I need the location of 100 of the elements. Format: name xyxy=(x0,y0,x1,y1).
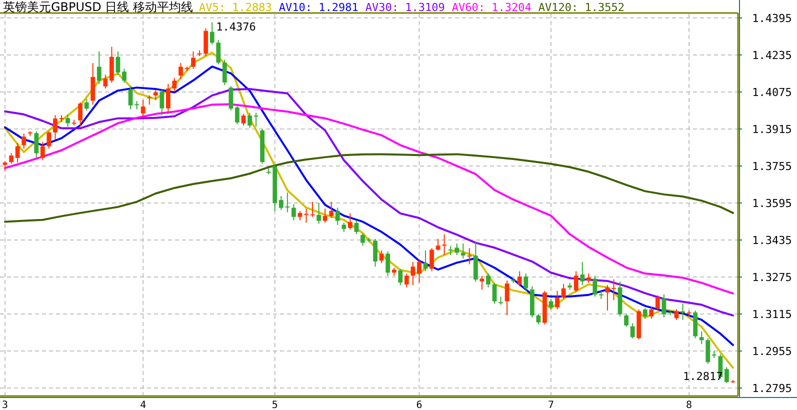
candlestick xyxy=(222,59,227,86)
candlestick xyxy=(348,212,352,230)
y-tick-label: 1.4075 xyxy=(752,86,792,99)
candlestick xyxy=(379,250,384,264)
candlestick xyxy=(66,114,70,128)
candlestick xyxy=(642,308,648,320)
candlestick xyxy=(134,100,140,110)
candlestick xyxy=(342,222,346,232)
y-tick-label: 1.3275 xyxy=(752,271,792,284)
text: AV5: 1.2883 xyxy=(199,1,272,14)
x-tick-label: 5 xyxy=(272,400,278,410)
x-tick-label: 8 xyxy=(686,400,692,410)
candlestick xyxy=(561,283,566,300)
y-tick-label: 1.4395 xyxy=(752,12,792,25)
candlestick xyxy=(410,261,416,286)
candlestick xyxy=(128,86,133,110)
candlestick xyxy=(46,130,52,150)
candlestick xyxy=(96,50,102,84)
line-series xyxy=(4,153,734,223)
candlestick xyxy=(699,330,704,345)
candlestick xyxy=(655,295,660,312)
candlestick xyxy=(724,366,729,384)
annotation: 1.4376 xyxy=(216,20,256,34)
candlestick xyxy=(624,314,628,328)
candlestick xyxy=(84,98,89,111)
y-tick-label: 1.3755 xyxy=(752,160,792,173)
candlestick xyxy=(536,314,541,325)
candlestick xyxy=(248,112,252,128)
annotation: 1.2817 xyxy=(682,370,723,383)
candlestick xyxy=(166,83,170,114)
candlestick xyxy=(612,278,616,301)
y-tick-label: 1.2955 xyxy=(752,345,792,358)
y-tick-label: 1.3915 xyxy=(752,122,792,136)
candlestick xyxy=(110,46,114,84)
candlestick xyxy=(442,234,447,256)
candlestick xyxy=(22,133,26,150)
candlestick xyxy=(235,104,240,125)
candlestick xyxy=(140,100,146,118)
candlestick xyxy=(373,238,378,268)
candlestick xyxy=(90,62,96,106)
text: AV10: 1.2981 xyxy=(278,1,358,14)
candlestick xyxy=(467,248,472,265)
candlestick xyxy=(498,296,503,306)
text: AV60: 1.3204 xyxy=(452,1,532,14)
candlestick xyxy=(116,50,120,76)
y-tick-label: 1.3595 xyxy=(752,196,792,210)
candlestick xyxy=(329,201,334,219)
candlestick xyxy=(504,280,510,316)
candlestick xyxy=(216,39,221,65)
candlestick xyxy=(480,275,484,290)
candlestick xyxy=(316,202,321,224)
candlestick xyxy=(417,259,422,284)
chart-title: 英镑美元GBPUSD 日线 移动平均线 xyxy=(3,0,194,14)
candlestick xyxy=(40,141,45,161)
candlestick xyxy=(322,208,328,224)
x-tick-label: 6 xyxy=(416,400,422,410)
candlestick xyxy=(517,270,522,287)
candlestick xyxy=(649,306,654,320)
candlestick xyxy=(147,94,152,106)
candlestick xyxy=(486,273,490,288)
candlestick xyxy=(160,89,164,116)
candlestick xyxy=(172,78,177,92)
candlestick xyxy=(548,298,554,310)
candlestick xyxy=(386,251,390,276)
candlestick xyxy=(241,113,246,126)
line-series xyxy=(4,103,734,294)
candlestick xyxy=(9,152,14,164)
candlestick xyxy=(298,210,302,221)
candlestick xyxy=(210,22,214,46)
candlestick xyxy=(592,275,598,298)
candlestick xyxy=(586,273,591,284)
candlestick xyxy=(2,160,8,172)
candlestick xyxy=(228,86,234,111)
candlestick xyxy=(53,114,58,140)
candlestick xyxy=(304,208,308,224)
x-tick-label: 7 xyxy=(548,400,554,410)
candlestick xyxy=(122,68,126,84)
line-series xyxy=(4,88,734,316)
candlestick xyxy=(630,322,635,339)
candlestick xyxy=(706,338,710,364)
candlestick xyxy=(335,207,340,226)
candlestick xyxy=(34,130,39,158)
candlestick xyxy=(404,273,409,288)
candlestick xyxy=(492,282,497,304)
y-tick-label: 1.2795 xyxy=(752,382,792,396)
candlestick xyxy=(574,270,578,293)
candlestick xyxy=(103,74,108,89)
candlestick xyxy=(524,273,528,292)
candlestick xyxy=(423,250,428,272)
candlestick xyxy=(605,284,610,312)
candlestick xyxy=(153,89,158,101)
candlestick xyxy=(354,220,359,235)
candlestick xyxy=(460,242,466,260)
candlestick xyxy=(398,268,403,286)
candlestick xyxy=(662,294,666,318)
x-tick-label: 4 xyxy=(140,400,146,410)
candlestick xyxy=(78,102,83,128)
candlestick xyxy=(473,240,478,282)
x-tick-label: 3 xyxy=(2,400,8,410)
candlestick xyxy=(693,310,698,339)
